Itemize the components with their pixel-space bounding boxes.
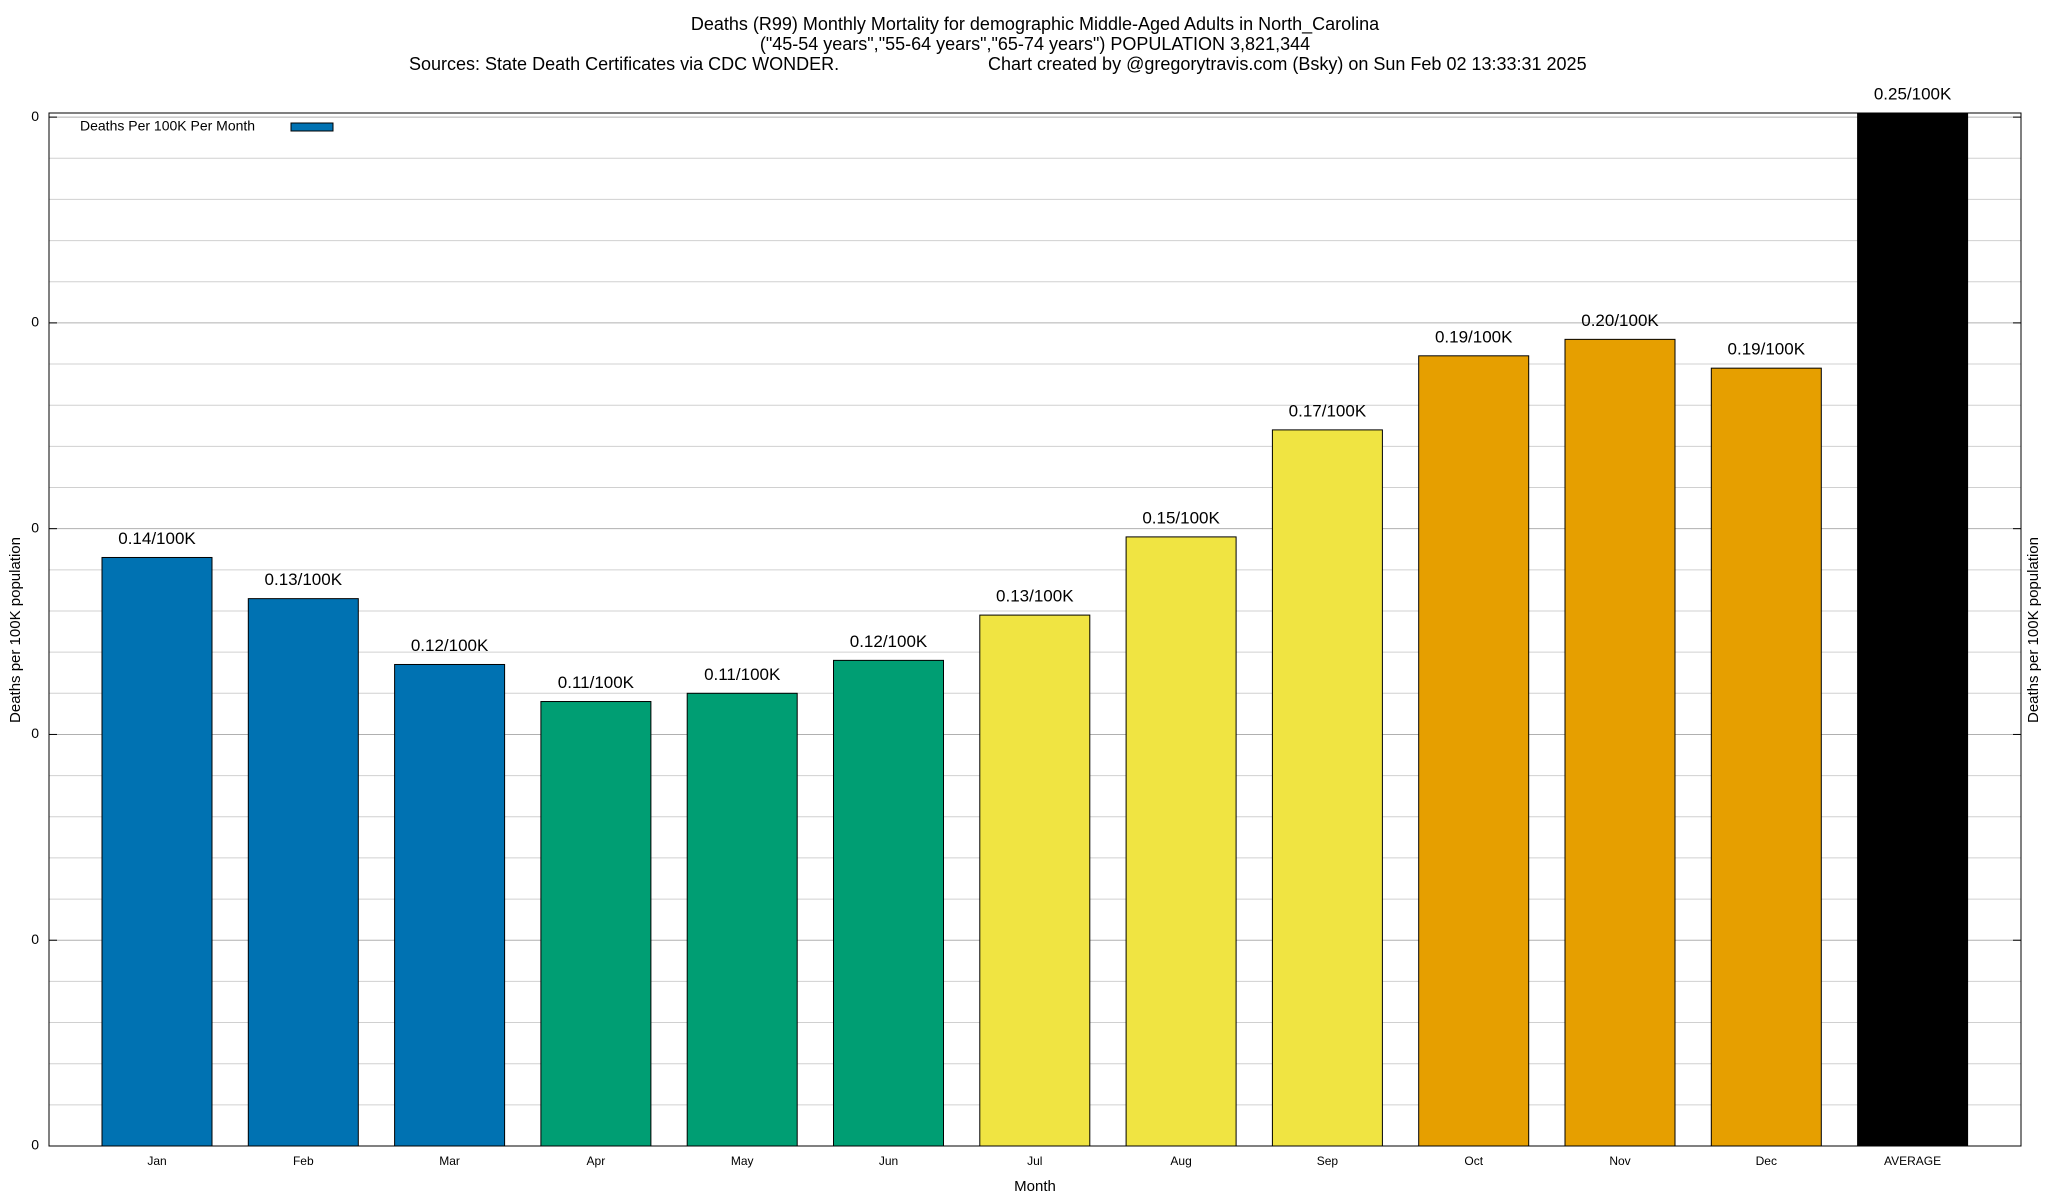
x-tick-label: Jun bbox=[879, 1154, 898, 1168]
y-tick-label: 0 bbox=[31, 725, 39, 741]
value-label: 0.20/100K bbox=[1581, 311, 1659, 330]
bar bbox=[1418, 355, 1530, 1147]
chart-title: Deaths (R99) Monthly Mortality for demog… bbox=[691, 14, 1380, 35]
x-tick-label: Dec bbox=[1756, 1154, 1777, 1168]
bar bbox=[1125, 536, 1237, 1147]
bar bbox=[247, 598, 359, 1147]
value-label: 0.19/100K bbox=[1728, 340, 1806, 359]
bar bbox=[1564, 338, 1676, 1147]
chart-source: Sources: State Death Certificates via CD… bbox=[409, 54, 839, 74]
x-tick-label: Feb bbox=[293, 1154, 314, 1168]
value-label: 0.12/100K bbox=[411, 636, 489, 655]
value-label: 0.17/100K bbox=[1289, 401, 1367, 420]
x-tick-label: May bbox=[731, 1154, 754, 1168]
bar bbox=[979, 614, 1091, 1147]
legend-swatch bbox=[290, 122, 334, 132]
y-axis-label-right: Deaths per 100K population bbox=[2025, 537, 2042, 723]
x-tick-label: Sep bbox=[1317, 1154, 1339, 1168]
value-label: 0.11/100K bbox=[558, 673, 635, 692]
value-label: 0.12/100K bbox=[850, 632, 928, 651]
x-tick-label: Oct bbox=[1464, 1154, 1483, 1168]
bar bbox=[1710, 367, 1822, 1147]
value-label: 0.19/100K bbox=[1435, 327, 1513, 346]
bar bbox=[101, 556, 213, 1147]
legend-label: Deaths Per 100K Per Month bbox=[80, 118, 255, 134]
value-label: 0.13/100K bbox=[265, 570, 343, 589]
x-tick-label: Mar bbox=[439, 1154, 460, 1168]
x-tick-label: Aug bbox=[1170, 1154, 1191, 1168]
x-tick-label: Apr bbox=[587, 1154, 606, 1168]
value-label: 0.11/100K bbox=[704, 665, 781, 684]
y-tick-label: 0 bbox=[31, 931, 39, 947]
chart-subtitle: ("45-54 years","55-64 years","65-74 year… bbox=[760, 34, 1310, 54]
bar bbox=[1857, 112, 1969, 1147]
bar bbox=[394, 663, 506, 1147]
bar bbox=[540, 701, 652, 1147]
x-tick-label: AVERAGE bbox=[1884, 1154, 1941, 1168]
y-tick-label: 0 bbox=[31, 108, 39, 124]
value-label: 0.13/100K bbox=[996, 587, 1074, 606]
x-axis-label: Month bbox=[1014, 1178, 1056, 1195]
value-label: 0.15/100K bbox=[1142, 508, 1220, 527]
value-label: 0.14/100K bbox=[118, 529, 196, 548]
y-tick-label: 0 bbox=[31, 519, 39, 535]
plot-frame bbox=[48, 112, 2022, 1147]
bar bbox=[686, 692, 798, 1147]
x-tick-label: Jul bbox=[1027, 1154, 1042, 1168]
value-label: 0.25/100K bbox=[1874, 84, 1952, 103]
y-axis-label: Deaths per 100K population bbox=[7, 537, 24, 723]
x-tick-label: Nov bbox=[1609, 1154, 1630, 1168]
y-tick-label: 0 bbox=[31, 314, 39, 330]
y-tick-label: 0 bbox=[31, 1137, 39, 1153]
chart-credit: Chart created by @gregorytravis.com (Bsk… bbox=[988, 54, 1587, 74]
bar bbox=[1271, 429, 1383, 1147]
x-tick-label: Jan bbox=[147, 1154, 166, 1168]
bar bbox=[833, 659, 944, 1147]
